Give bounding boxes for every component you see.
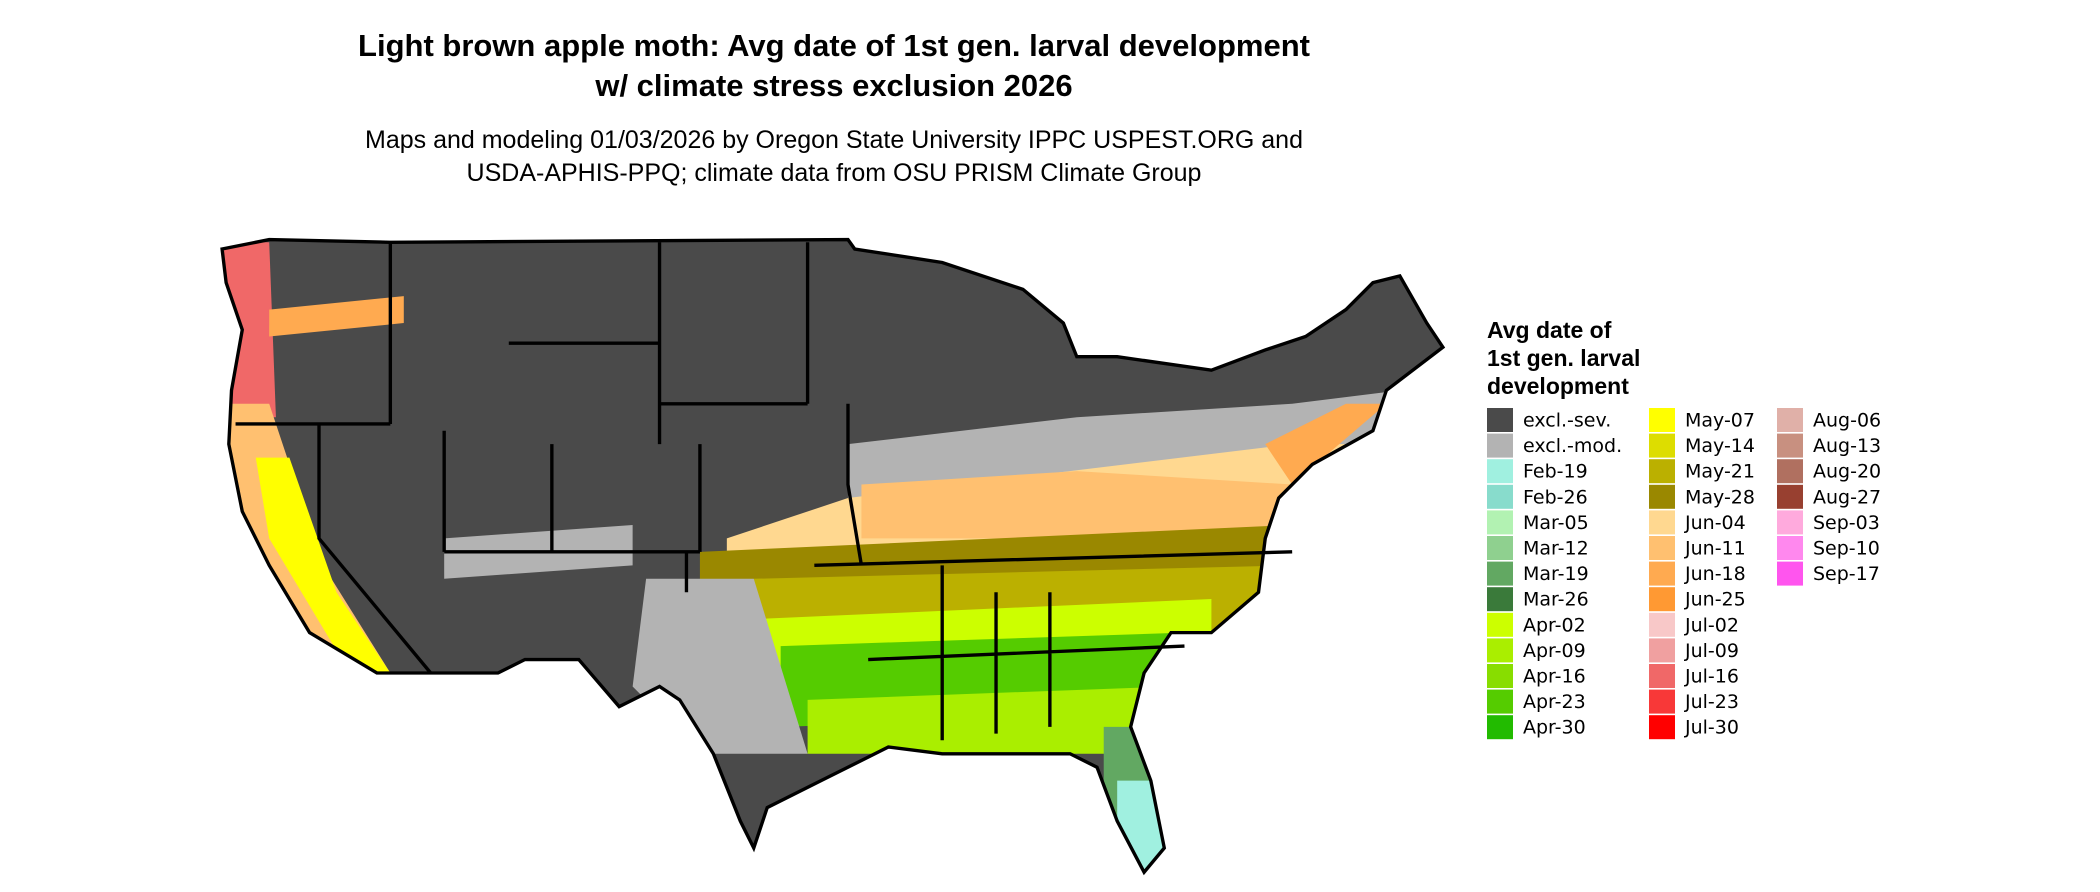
legend-label: excl.-sev.: [1523, 410, 1611, 432]
legend-label: Mar-05: [1523, 512, 1589, 534]
legend-label: Mar-26: [1523, 589, 1589, 611]
legend-swatch: [1487, 715, 1513, 740]
legend-swatch: [1487, 612, 1513, 637]
legend-swatch: [1487, 459, 1513, 484]
legend-swatch: [1649, 638, 1675, 663]
legend-swatch: [1649, 715, 1675, 740]
legend-swatch: [1649, 433, 1675, 458]
legend-swatch: [1777, 459, 1803, 484]
legend-swatch: [1777, 561, 1803, 586]
legend-label: Aug-27: [1813, 486, 1881, 508]
legend-swatch: [1649, 664, 1675, 688]
legend-swatch: [1777, 433, 1803, 458]
legend-label: May-07: [1685, 410, 1755, 432]
legend-swatch: [1649, 689, 1675, 714]
legend-swatch: [1777, 536, 1803, 560]
title: w/ climate stress exclusion 2026: [594, 68, 1072, 103]
legend-label: Apr-23: [1523, 691, 1586, 713]
legend-label: Aug-06: [1813, 410, 1881, 432]
legend-label: Feb-26: [1523, 486, 1588, 508]
legend-label: May-14: [1685, 435, 1755, 457]
legend-label: excl.-mod.: [1523, 435, 1622, 457]
legend-label: Apr-09: [1523, 640, 1586, 662]
legend-swatch: [1487, 561, 1513, 586]
legend-label: Feb-19: [1523, 461, 1588, 483]
legend-swatch: [1777, 408, 1803, 432]
legend-label: Apr-30: [1523, 717, 1586, 739]
legend-label: Mar-19: [1523, 563, 1589, 585]
legend-label: Sep-17: [1813, 563, 1880, 585]
legend: excl.-sev. excl.-mod. Feb-19 Feb-26 Mar-05 Ma…: [1487, 408, 1881, 740]
legend-swatch: [1487, 433, 1513, 458]
legend-label: Aug-20: [1813, 461, 1881, 483]
legend-label: Apr-16: [1523, 666, 1586, 688]
legend-swatch: [1649, 587, 1675, 612]
legend-swatch: [1777, 510, 1803, 535]
legend-label: Jul-09: [1684, 640, 1739, 662]
legend-swatch: [1487, 587, 1513, 612]
legend-label: Jul-30: [1684, 717, 1739, 739]
legend-label: Mar-12: [1523, 538, 1589, 560]
legend-swatch: [1777, 484, 1803, 509]
legend-title: 1st gen. larval: [1487, 345, 1640, 371]
legend-swatch: [1487, 510, 1513, 535]
legend-label: May-21: [1685, 461, 1755, 483]
legend-swatch: [1487, 689, 1513, 714]
legend-label: Apr-02: [1523, 614, 1586, 636]
legend-swatch: [1487, 484, 1513, 509]
legend-label: Jul-23: [1684, 691, 1739, 713]
legend-label: Jun-04: [1684, 512, 1746, 534]
legend-swatch: [1487, 536, 1513, 560]
legend-label: Jun-18: [1684, 563, 1746, 585]
legend-label: Jun-11: [1684, 538, 1746, 560]
legend-swatch: [1649, 408, 1675, 432]
legend-swatch: [1649, 484, 1675, 509]
legend-label: May-28: [1685, 486, 1755, 508]
legend-label: Jun-25: [1684, 589, 1746, 611]
legend-swatch: [1487, 408, 1513, 432]
subtitle: USDA-APHIS-PPQ; climate data from OSU PR…: [467, 159, 1202, 187]
title: Light brown apple moth: Avg date of 1st …: [358, 28, 1310, 63]
legend-title: Avg date of: [1487, 317, 1612, 343]
legend-label: Sep-03: [1813, 512, 1880, 534]
legend-label: Jul-02: [1684, 614, 1739, 636]
legend-swatch: [1649, 536, 1675, 560]
legend-swatch: [1649, 510, 1675, 535]
legend-swatch: [1649, 561, 1675, 586]
legend-label: Jul-16: [1684, 666, 1739, 688]
subtitle: Maps and modeling 01/03/2026 by Oregon S…: [365, 126, 1303, 154]
legend-swatch: [1649, 459, 1675, 484]
legend-label: Aug-13: [1813, 435, 1881, 457]
legend-title: development: [1487, 373, 1629, 399]
legend-swatch: [1487, 664, 1513, 688]
legend-swatch: [1487, 638, 1513, 663]
legend-label: Sep-10: [1813, 538, 1880, 560]
legend-swatch: [1649, 612, 1675, 637]
